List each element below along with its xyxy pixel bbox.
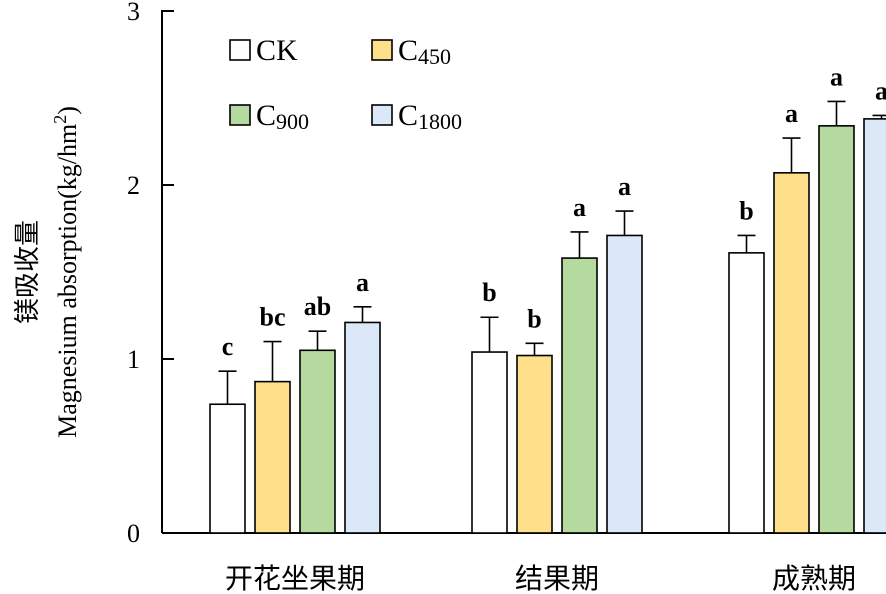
x-category-label: 开花坐果期 [225,563,365,594]
bar [254,380,291,534]
significance-label: b [739,196,753,225]
significance-label: b [527,304,541,333]
significance-label: b [482,278,496,307]
bar [818,125,855,534]
significance-label: a [875,76,886,105]
bar [344,321,381,534]
bar [209,403,246,534]
legend-label: C1800 [398,99,462,134]
y-tick-label: 0 [127,519,140,548]
legend-swatch [229,39,251,61]
bar [561,257,598,534]
legend-swatch [229,104,251,126]
legend: CK C450 C900 C1800 [229,34,462,134]
bar [863,118,886,534]
y-tick-label: 2 [127,171,140,200]
y-axis-label-en: Magnesium absorption(kg/hm2) [50,106,82,438]
legend-label: CK [256,34,298,67]
significance-label: bc [260,303,286,332]
legend-swatch [371,104,393,126]
y-tick-label: 1 [127,345,140,374]
bar [773,172,810,534]
significance-label: a [830,62,843,91]
significance-label: a [785,99,798,128]
bar [299,349,336,534]
bar [471,351,508,534]
x-category-label: 成熟期 [772,563,856,594]
bar [728,252,765,534]
significance-label: a [618,172,631,201]
significance-label: c [222,332,234,361]
significance-label: a [573,193,586,222]
bar [606,234,643,534]
legend-label: C900 [256,99,309,134]
y-tick-label: 3 [127,0,140,26]
y-ticks: 0 1 2 3 [127,0,174,548]
significance-label: ab [304,292,331,321]
bar [516,354,553,534]
y-axis-label: 镁吸收量 Magnesium absorption(kg/hm2) [13,106,82,438]
y-axis-label-cn: 镁吸收量 [13,220,42,324]
legend-swatch [371,39,393,61]
significance-label: a [356,268,369,297]
legend-label: C450 [398,34,451,69]
x-category-label: 结果期 [515,563,599,594]
category-labels: 开花坐果期 结果期 成熟期 [225,563,856,594]
